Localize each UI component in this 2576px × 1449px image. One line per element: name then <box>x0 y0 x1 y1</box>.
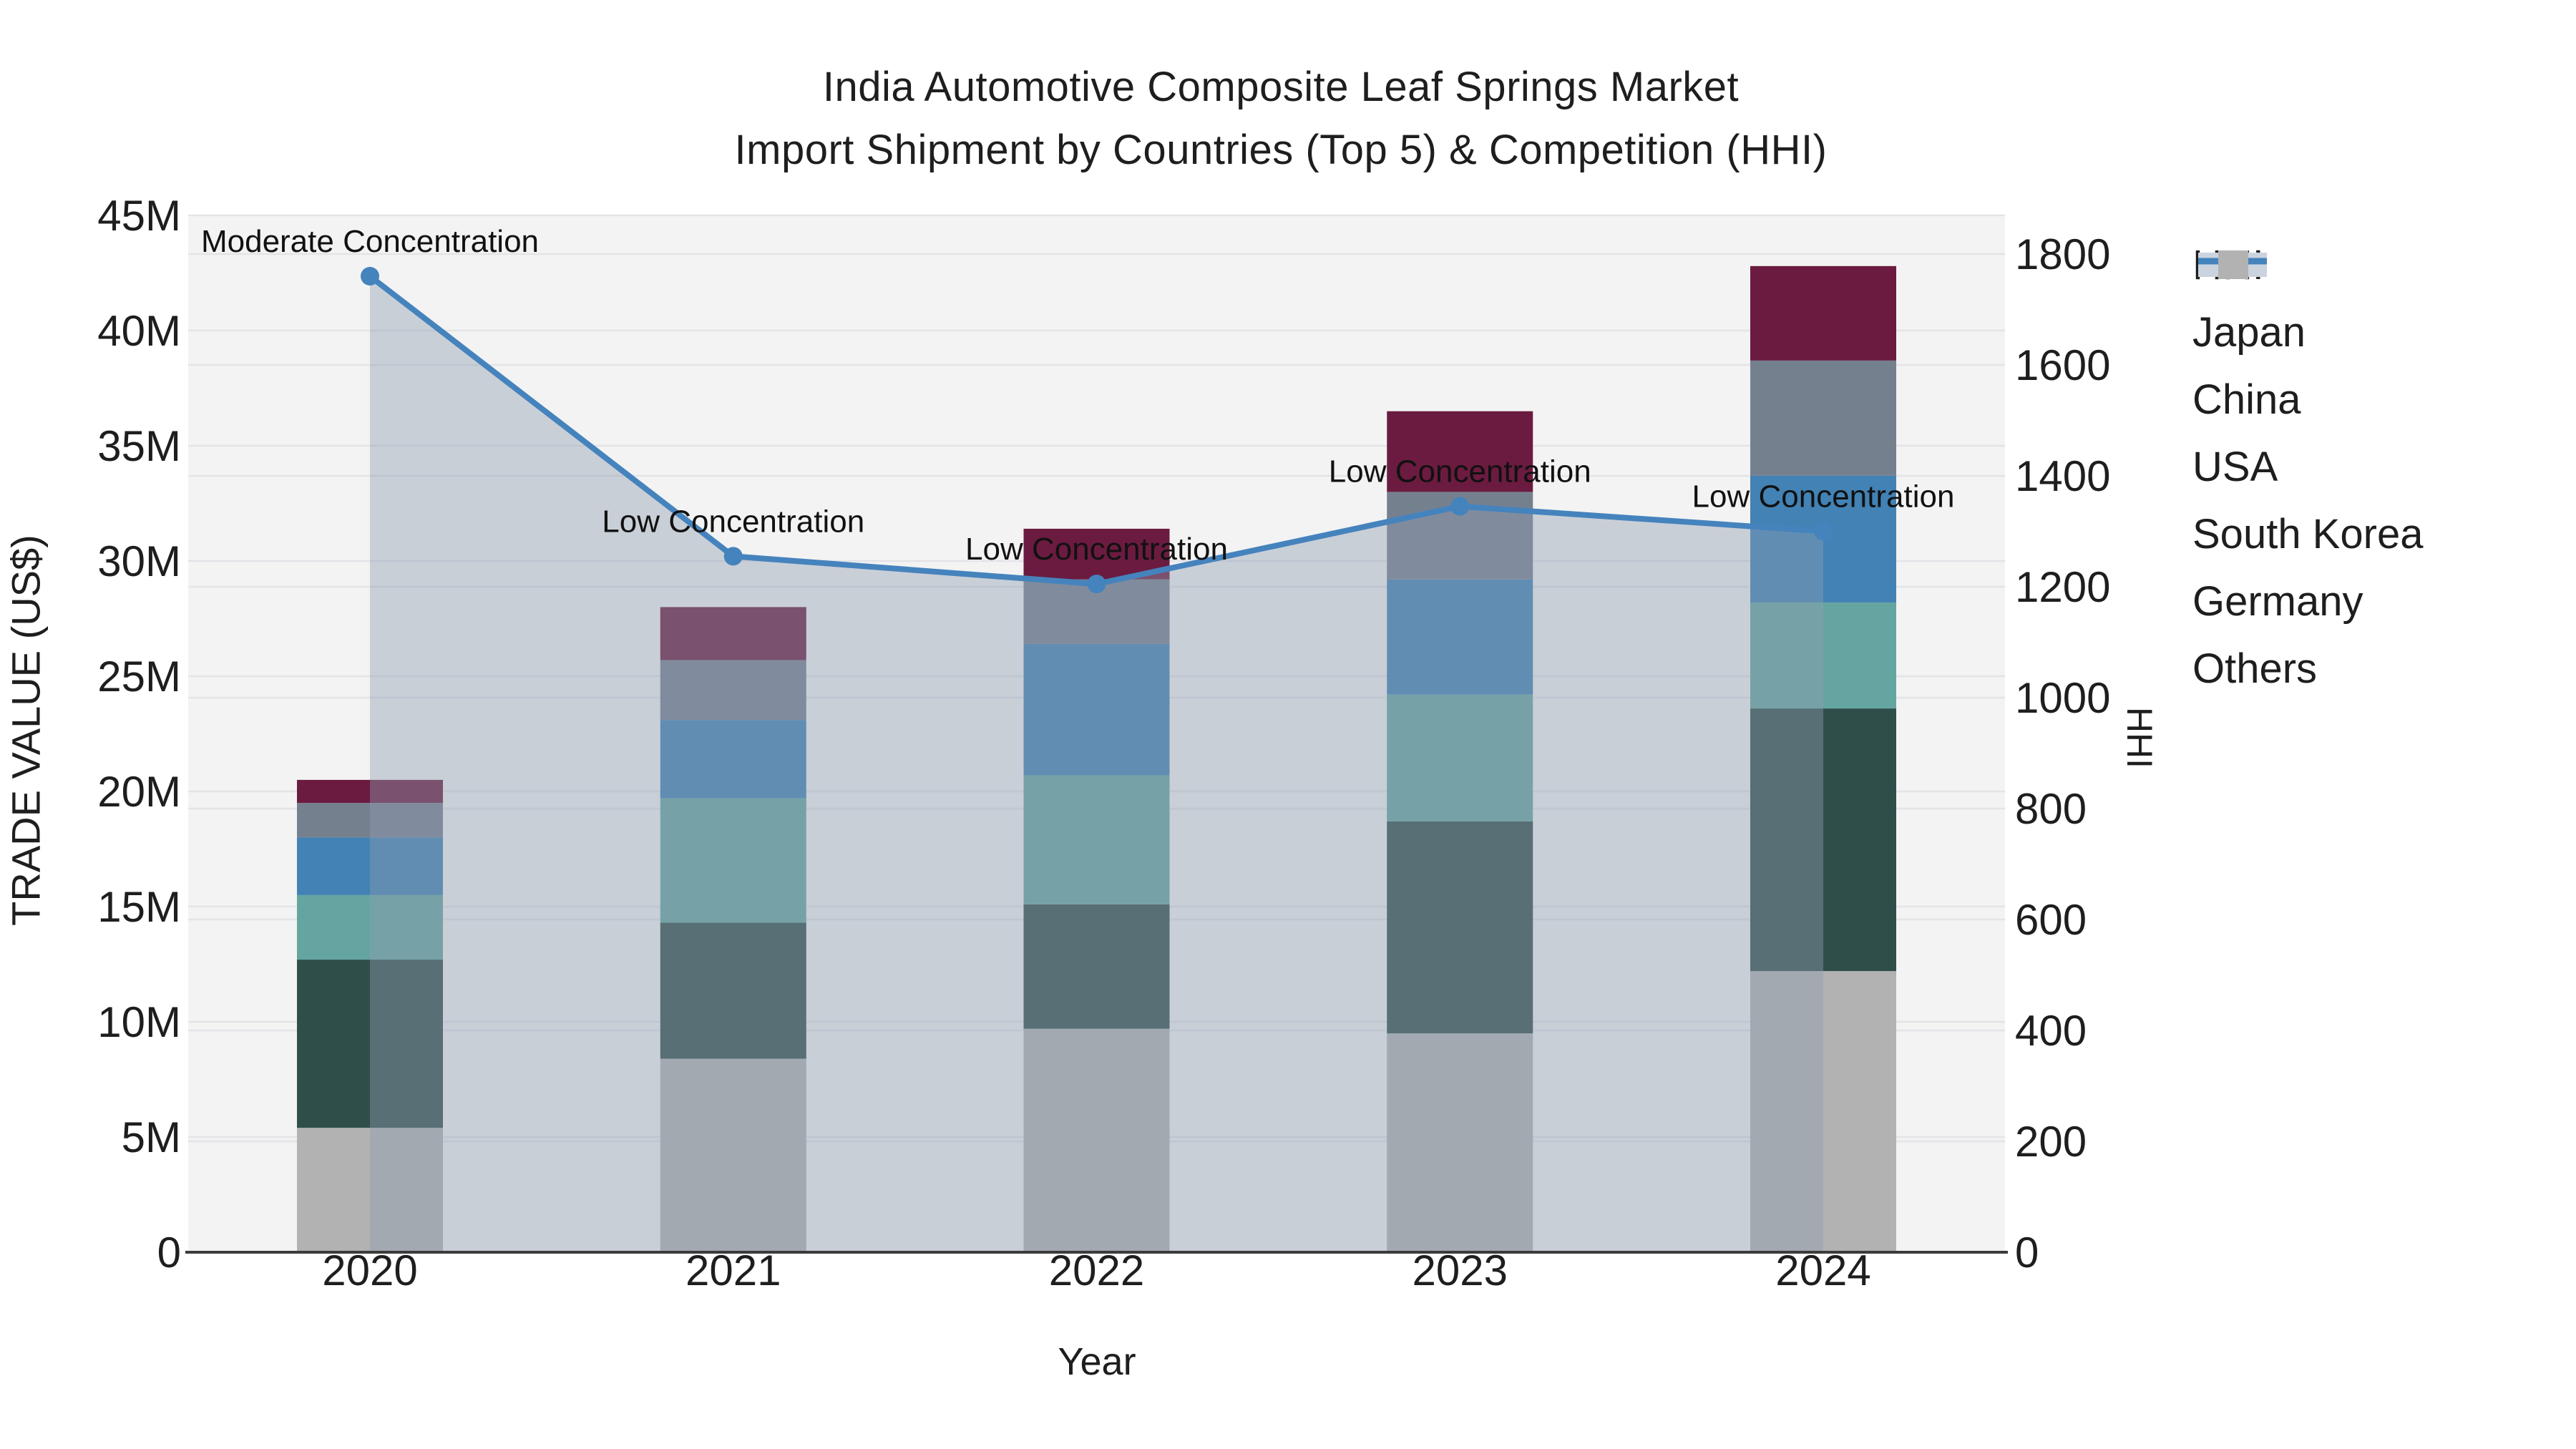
bar-segment-japan[interactable] <box>297 779 443 804</box>
bar-segment-japan[interactable] <box>660 607 806 660</box>
bar-segment-china[interactable] <box>660 660 806 721</box>
bar-segment-germany[interactable] <box>1750 708 1896 972</box>
y-left-tick-label: 25M <box>97 653 181 701</box>
bar-segment-germany[interactable] <box>660 922 806 1059</box>
legend-label: South Korea <box>2192 510 2424 557</box>
legend-item-others[interactable]: Others <box>2191 250 2423 702</box>
bar-segment-usa[interactable] <box>1023 643 1170 776</box>
y-left-tick-label: 15M <box>97 883 181 931</box>
annotation-2022: Low Concentration <box>965 532 1228 567</box>
y-left-tick-label: 0 <box>157 1229 181 1277</box>
bar-segment-south-korea[interactable] <box>660 798 806 923</box>
bar-segment-others[interactable] <box>1023 1028 1170 1252</box>
hhi-marker-2023[interactable] <box>1450 497 1470 516</box>
y-right-tick-label: 1200 <box>2015 563 2110 611</box>
y-right-tick-label: 200 <box>2015 1118 2087 1166</box>
color-swatch-icon <box>2218 250 2248 279</box>
y-axis-left-title: TRADE VALUE (US$) <box>3 535 49 926</box>
hhi-marker-2020[interactable] <box>361 267 379 286</box>
bar-segment-usa[interactable] <box>297 837 443 895</box>
legend-label: Germany <box>2192 577 2363 625</box>
y-right-tick-label: 400 <box>2015 1007 2087 1055</box>
bar-segment-others[interactable] <box>660 1058 806 1252</box>
x-tick-label-2022: 2022 <box>1049 1246 1144 1294</box>
chart-title-line2: Import Shipment by Countries (Top 5) & C… <box>734 127 1828 173</box>
bar-segment-south-korea[interactable] <box>1387 694 1533 821</box>
y-left-tick-label: 30M <box>97 537 181 585</box>
legend-item-south-korea[interactable]: South Korea <box>2191 250 2424 567</box>
hhi-marker-2022[interactable] <box>1087 575 1106 594</box>
bar-segment-south-korea[interactable] <box>1023 775 1170 904</box>
y-right-tick-label: 800 <box>2015 785 2087 833</box>
bar-segment-germany[interactable] <box>297 960 443 1128</box>
bar-segment-germany[interactable] <box>1023 904 1170 1029</box>
legend-label: Japan <box>2192 308 2306 356</box>
bar-segment-china[interactable] <box>1750 360 1896 476</box>
y-right-tick-label: 1600 <box>2015 341 2110 389</box>
y-right-tick-label: 600 <box>2015 896 2087 944</box>
y-right-tick-label: 1400 <box>2015 452 2110 500</box>
hhi-area-fill <box>370 276 1823 1252</box>
bar-segment-japan[interactable] <box>1750 265 1896 361</box>
y-right-tick-label: 1000 <box>2015 674 2110 722</box>
x-tick-label-2020: 2020 <box>322 1246 417 1294</box>
y-left-tick-label: 45M <box>97 192 181 240</box>
legend-item-japan[interactable]: Japan <box>2191 250 2423 366</box>
annotation-2024: Low Concentration <box>1692 479 1955 514</box>
bar-segment-germany[interactable] <box>1387 821 1533 1034</box>
hhi-marker-2021[interactable] <box>723 547 743 566</box>
legend-item-usa[interactable]: USA <box>2191 250 2423 500</box>
x-axis-title: Year <box>1058 1340 1136 1383</box>
y-left-tick-label: 10M <box>97 998 181 1046</box>
chart-title-line1: India Automotive Composite Leaf Springs … <box>822 64 1740 110</box>
x-tick-label-2021: 2021 <box>686 1246 781 1294</box>
x-tick-label-2024: 2024 <box>1775 1246 1870 1294</box>
y-left-tick-label: 40M <box>97 307 181 355</box>
legend-item-china[interactable]: China <box>2191 250 2423 433</box>
legend-label: USA <box>2192 443 2278 490</box>
annotation-2021: Low Concentration <box>602 504 864 539</box>
y-left-tick-label: 35M <box>97 422 181 470</box>
bar-segment-south-korea[interactable] <box>297 894 443 960</box>
bar-segment-usa[interactable] <box>660 720 806 799</box>
annotation-2020: Moderate Concentration <box>201 224 539 259</box>
y-left-tick-label: 20M <box>97 768 181 816</box>
y-right-tick-label: 1800 <box>2015 230 2110 278</box>
bar-segment-south-korea[interactable] <box>1750 602 1896 709</box>
bar-segment-japan[interactable] <box>1387 411 1533 492</box>
bar-segment-usa[interactable] <box>1387 579 1533 695</box>
legend-label: China <box>2192 376 2301 423</box>
x-tick-label-2023: 2023 <box>1413 1246 1508 1294</box>
bar-segment-others[interactable] <box>1750 971 1896 1252</box>
legend-label: Others <box>2192 645 2318 692</box>
bar-segment-china[interactable] <box>297 803 443 838</box>
y-axis-right-title: HHI <box>2119 706 2160 769</box>
y-right-tick-label: 0 <box>2015 1229 2039 1277</box>
bar-segment-others[interactable] <box>1387 1033 1533 1252</box>
y-left-tick-label: 5M <box>122 1113 181 1161</box>
hhi-marker-2024[interactable] <box>1814 522 1833 541</box>
bar-segment-others[interactable] <box>297 1128 443 1252</box>
legend-item-germany[interactable]: Germany <box>2191 250 2423 635</box>
annotation-2023: Low Concentration <box>1329 454 1591 489</box>
